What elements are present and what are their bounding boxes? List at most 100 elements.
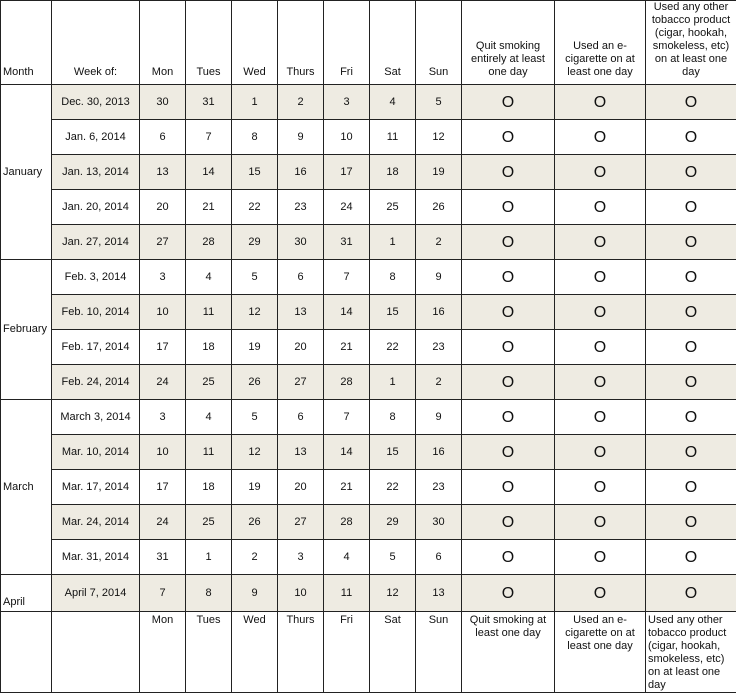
header-tues: Tues — [186, 1, 232, 85]
ecig-radio-circle[interactable]: O — [555, 295, 646, 330]
day-cell: 5 — [416, 85, 462, 120]
day-cell: 13 — [278, 295, 324, 330]
day-cell: 3 — [140, 400, 186, 435]
other-radio-circle[interactable]: O — [646, 400, 736, 435]
other-radio-circle[interactable]: O — [646, 85, 736, 120]
other-radio-circle[interactable]: O — [646, 190, 736, 225]
day-cell: 20 — [278, 470, 324, 505]
day-cell: 7 — [186, 120, 232, 155]
day-cell: 10 — [140, 295, 186, 330]
quit-radio-circle[interactable]: O — [462, 120, 555, 155]
quit-radio-circle[interactable]: O — [462, 435, 555, 470]
day-cell: 9 — [232, 575, 278, 612]
day-cell: 18 — [186, 470, 232, 505]
ecig-radio-circle[interactable]: O — [555, 85, 646, 120]
quit-radio-circle[interactable]: O — [462, 85, 555, 120]
day-cell: 31 — [186, 85, 232, 120]
other-radio-circle[interactable]: O — [646, 295, 736, 330]
other-radio-circle[interactable]: O — [646, 365, 736, 400]
day-cell: 15 — [232, 155, 278, 190]
ecig-radio-circle[interactable]: O — [555, 435, 646, 470]
day-cell: 5 — [232, 260, 278, 295]
header-sat: Sat — [370, 1, 416, 85]
week-of-cell: Mar. 17, 2014 — [52, 470, 140, 505]
quit-radio-circle[interactable]: O — [462, 575, 555, 612]
day-cell: 29 — [370, 505, 416, 540]
day-cell: 11 — [324, 575, 370, 612]
ecig-radio-circle[interactable]: O — [555, 120, 646, 155]
quit-radio-circle[interactable]: O — [462, 365, 555, 400]
footer-ecig: Used an e-cigarette on at least one day — [555, 612, 646, 693]
week-of-cell: Jan. 13, 2014 — [52, 155, 140, 190]
day-cell: 6 — [278, 400, 324, 435]
other-radio-circle[interactable]: O — [646, 435, 736, 470]
day-cell: 25 — [370, 190, 416, 225]
other-radio-circle[interactable]: O — [646, 155, 736, 190]
day-cell: 28 — [324, 505, 370, 540]
week-of-cell: Feb. 17, 2014 — [52, 330, 140, 365]
header-wed: Wed — [232, 1, 278, 85]
day-cell: 28 — [186, 225, 232, 260]
other-radio-circle[interactable]: O — [646, 225, 736, 260]
footer-empty — [52, 612, 140, 693]
day-cell: 16 — [416, 435, 462, 470]
ecig-radio-circle[interactable]: O — [555, 330, 646, 365]
day-cell: 1 — [232, 85, 278, 120]
ecig-radio-circle[interactable]: O — [555, 400, 646, 435]
ecig-radio-circle[interactable]: O — [555, 365, 646, 400]
quit-radio-circle[interactable]: O — [462, 330, 555, 365]
footer-quit: Quit smoking at least one day — [462, 612, 555, 693]
quit-radio-circle[interactable]: O — [462, 190, 555, 225]
day-cell: 7 — [324, 260, 370, 295]
day-cell: 22 — [370, 470, 416, 505]
ecig-radio-circle[interactable]: O — [555, 155, 646, 190]
day-cell: 26 — [416, 190, 462, 225]
other-radio-circle[interactable]: O — [646, 120, 736, 155]
quit-radio-circle[interactable]: O — [462, 400, 555, 435]
quit-radio-circle[interactable]: O — [462, 295, 555, 330]
ecig-radio-circle[interactable]: O — [555, 505, 646, 540]
day-cell: 3 — [140, 260, 186, 295]
day-cell: 23 — [278, 190, 324, 225]
day-cell: 4 — [186, 400, 232, 435]
day-cell: 17 — [140, 330, 186, 365]
ecig-radio-circle[interactable]: O — [555, 260, 646, 295]
day-cell: 20 — [140, 190, 186, 225]
other-radio-circle[interactable]: O — [646, 575, 736, 612]
other-radio-circle[interactable]: O — [646, 505, 736, 540]
week-of-cell: Mar. 31, 2014 — [52, 540, 140, 575]
day-cell: 27 — [278, 365, 324, 400]
day-cell: 6 — [278, 260, 324, 295]
day-cell: 30 — [416, 505, 462, 540]
month-label: February — [1, 260, 52, 400]
quit-radio-circle[interactable]: O — [462, 155, 555, 190]
quit-radio-circle[interactable]: O — [462, 540, 555, 575]
day-cell: 11 — [186, 435, 232, 470]
other-radio-circle[interactable]: O — [646, 260, 736, 295]
quit-radio-circle[interactable]: O — [462, 225, 555, 260]
quit-radio-circle[interactable]: O — [462, 505, 555, 540]
other-radio-circle[interactable]: O — [646, 330, 736, 365]
day-cell: 4 — [324, 540, 370, 575]
day-cell: 13 — [278, 435, 324, 470]
ecig-radio-circle[interactable]: O — [555, 225, 646, 260]
ecig-radio-circle[interactable]: O — [555, 540, 646, 575]
day-cell: 11 — [370, 120, 416, 155]
ecig-radio-circle[interactable]: O — [555, 470, 646, 505]
other-radio-circle[interactable]: O — [646, 470, 736, 505]
day-cell: 24 — [140, 365, 186, 400]
other-radio-circle[interactable]: O — [646, 540, 736, 575]
ecig-radio-circle[interactable]: O — [555, 575, 646, 612]
quit-radio-circle[interactable]: O — [462, 260, 555, 295]
ecig-radio-circle[interactable]: O — [555, 190, 646, 225]
quit-radio-circle[interactable]: O — [462, 470, 555, 505]
footer-day: Wed — [232, 612, 278, 693]
day-cell: 12 — [416, 120, 462, 155]
